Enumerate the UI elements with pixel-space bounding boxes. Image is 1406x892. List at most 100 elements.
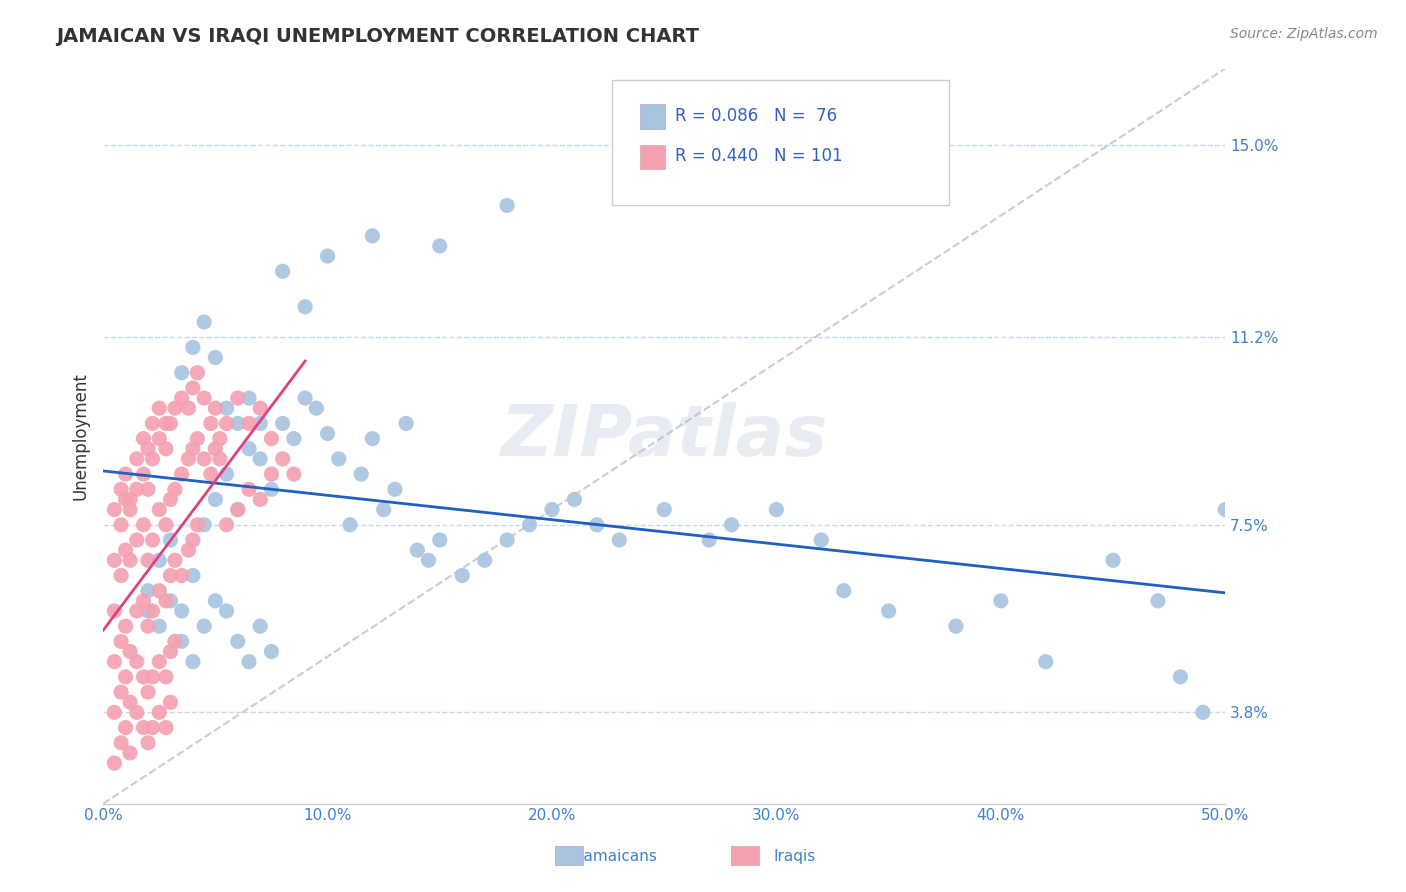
Point <box>155 721 177 735</box>
Point <box>125 604 148 618</box>
Point <box>765 502 787 516</box>
Point <box>181 340 204 354</box>
Point <box>1170 670 1192 684</box>
Point <box>136 553 159 567</box>
Point <box>148 706 170 720</box>
Point <box>181 381 204 395</box>
Point <box>474 553 496 567</box>
Point <box>141 533 163 547</box>
Point <box>208 432 231 446</box>
Point <box>451 568 474 582</box>
Point <box>170 391 193 405</box>
Point <box>103 756 125 770</box>
Point <box>114 467 136 481</box>
Point <box>1147 594 1170 608</box>
Point <box>148 432 170 446</box>
Point <box>114 721 136 735</box>
Point <box>136 685 159 699</box>
Point <box>283 432 305 446</box>
Text: ZIPatlas: ZIPatlas <box>501 401 828 471</box>
Point <box>110 517 132 532</box>
Point <box>136 583 159 598</box>
Point <box>132 467 155 481</box>
Point <box>316 249 339 263</box>
Point <box>586 517 609 532</box>
Point <box>132 721 155 735</box>
Point <box>294 391 316 405</box>
Point <box>132 670 155 684</box>
Point <box>186 432 208 446</box>
Point <box>181 533 204 547</box>
Point <box>193 315 215 329</box>
Point <box>945 619 967 633</box>
Text: R = 0.440   N = 101: R = 0.440 N = 101 <box>675 147 842 165</box>
Point <box>155 517 177 532</box>
Point <box>110 483 132 497</box>
Point <box>177 401 200 416</box>
Point <box>125 483 148 497</box>
Point <box>125 451 148 466</box>
Point <box>361 432 384 446</box>
Point <box>110 634 132 648</box>
Point <box>170 366 193 380</box>
Point <box>226 634 249 648</box>
Point <box>159 695 181 709</box>
Point <box>208 451 231 466</box>
Point <box>697 533 720 547</box>
Point <box>120 553 142 567</box>
Point <box>271 264 294 278</box>
Point <box>170 467 193 481</box>
Y-axis label: Unemployment: Unemployment <box>72 372 89 500</box>
Point <box>652 502 675 516</box>
Point <box>406 543 429 558</box>
Point <box>159 533 181 547</box>
Point <box>810 533 832 547</box>
Point <box>114 670 136 684</box>
Point <box>260 483 283 497</box>
Point <box>103 553 125 567</box>
Point <box>193 619 215 633</box>
Point <box>1213 502 1236 516</box>
Point <box>193 391 215 405</box>
Point <box>170 634 193 648</box>
Point <box>990 594 1012 608</box>
Point <box>260 432 283 446</box>
Point <box>283 467 305 481</box>
Point <box>384 483 406 497</box>
Point <box>395 417 418 431</box>
Point <box>136 483 159 497</box>
Point <box>132 594 155 608</box>
Point <box>215 401 238 416</box>
Point <box>163 634 186 648</box>
Point <box>136 736 159 750</box>
Point <box>204 351 226 365</box>
Point <box>607 533 630 547</box>
Point <box>226 502 249 516</box>
Text: R = 0.086   N =  76: R = 0.086 N = 76 <box>675 107 837 125</box>
Point <box>204 492 226 507</box>
Point <box>305 401 328 416</box>
Point <box>159 417 181 431</box>
Point <box>159 568 181 582</box>
Point <box>260 644 283 658</box>
Point <box>249 492 271 507</box>
Point <box>832 583 855 598</box>
Point <box>249 401 271 416</box>
Point <box>141 451 163 466</box>
Point <box>141 670 163 684</box>
Point <box>1035 655 1057 669</box>
Point <box>163 553 186 567</box>
Point <box>177 451 200 466</box>
Point <box>1102 553 1125 567</box>
Point <box>120 695 142 709</box>
Point <box>120 746 142 760</box>
Point <box>181 568 204 582</box>
Point <box>125 706 148 720</box>
Point <box>136 442 159 456</box>
Point <box>249 417 271 431</box>
Point <box>339 517 361 532</box>
Text: Jamaicans: Jamaicans <box>579 849 658 863</box>
Point <box>294 300 316 314</box>
Point <box>193 517 215 532</box>
Point <box>249 619 271 633</box>
